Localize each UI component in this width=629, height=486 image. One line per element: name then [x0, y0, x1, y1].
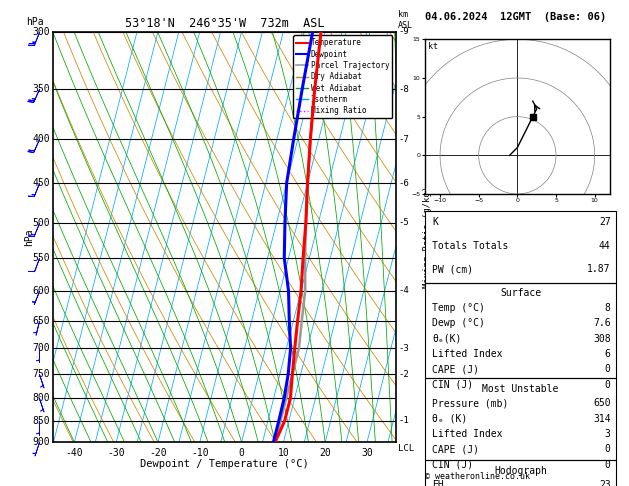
Text: -5: -5	[398, 218, 409, 227]
Text: 0: 0	[605, 364, 611, 374]
Text: 600: 600	[33, 286, 50, 295]
Text: 800: 800	[33, 393, 50, 403]
Text: CAPE (J): CAPE (J)	[432, 364, 479, 374]
Text: Lifted Index: Lifted Index	[432, 429, 503, 439]
Text: 400: 400	[33, 134, 50, 144]
Text: 27: 27	[599, 217, 611, 226]
Text: 500: 500	[33, 218, 50, 227]
Text: 3: 3	[605, 429, 611, 439]
Text: Lifted Index: Lifted Index	[432, 349, 503, 359]
Text: 10: 10	[277, 449, 289, 458]
Text: 700: 700	[33, 343, 50, 353]
Text: 650: 650	[33, 315, 50, 326]
Text: km
ASL: km ASL	[398, 10, 413, 30]
Text: 850: 850	[33, 416, 50, 426]
Text: 20: 20	[320, 449, 331, 458]
Text: -2: -2	[398, 370, 409, 379]
Text: 0: 0	[605, 460, 611, 469]
Text: 44: 44	[599, 241, 611, 251]
Text: -6: -6	[398, 179, 409, 188]
Text: 0: 0	[605, 444, 611, 454]
Text: CAPE (J): CAPE (J)	[432, 444, 479, 454]
Text: -1: -1	[398, 417, 409, 425]
Text: -10: -10	[191, 449, 209, 458]
Text: θₑ (K): θₑ (K)	[432, 414, 467, 423]
Text: 23: 23	[599, 480, 611, 486]
Text: CIN (J): CIN (J)	[432, 460, 474, 469]
Text: CIN (J): CIN (J)	[432, 380, 474, 390]
Text: 350: 350	[33, 84, 50, 94]
Text: Most Unstable: Most Unstable	[482, 383, 559, 394]
Text: -40: -40	[65, 449, 83, 458]
Text: 314: 314	[593, 414, 611, 423]
Text: 04.06.2024  12GMT  (Base: 06): 04.06.2024 12GMT (Base: 06)	[425, 12, 606, 22]
Text: 550: 550	[33, 253, 50, 263]
Text: kt: kt	[428, 42, 438, 52]
X-axis label: Dewpoint / Temperature (°C): Dewpoint / Temperature (°C)	[140, 459, 309, 469]
Text: -4: -4	[398, 286, 409, 295]
Bar	[425, 211, 616, 283]
Text: -9: -9	[398, 27, 409, 36]
Text: Hodograph: Hodograph	[494, 466, 547, 476]
Text: Dewp (°C): Dewp (°C)	[432, 318, 485, 328]
Text: 308: 308	[593, 333, 611, 344]
Text: EH: EH	[432, 480, 444, 486]
Text: Temp (°C): Temp (°C)	[432, 303, 485, 313]
Text: 650: 650	[593, 398, 611, 408]
Text: -8: -8	[398, 85, 409, 94]
Text: PW (cm): PW (cm)	[432, 264, 474, 275]
Title: 53°18'N  246°35'W  732m  ASL: 53°18'N 246°35'W 732m ASL	[125, 17, 325, 31]
Text: Totals Totals: Totals Totals	[432, 241, 509, 251]
Bar	[425, 378, 616, 460]
Text: K: K	[432, 217, 438, 226]
Text: 7.6: 7.6	[593, 318, 611, 328]
Text: 450: 450	[33, 178, 50, 188]
Text: 6: 6	[605, 349, 611, 359]
Text: -20: -20	[149, 449, 167, 458]
Text: 750: 750	[33, 369, 50, 379]
Text: 300: 300	[33, 27, 50, 36]
Text: Pressure (mb): Pressure (mb)	[432, 398, 509, 408]
Text: -30: -30	[108, 449, 125, 458]
Text: θₑ(K): θₑ(K)	[432, 333, 462, 344]
Text: 900: 900	[33, 437, 50, 447]
Text: 30: 30	[361, 449, 373, 458]
Text: © weatheronline.co.uk: © weatheronline.co.uk	[425, 472, 530, 481]
Text: 8: 8	[605, 303, 611, 313]
Text: -3: -3	[398, 344, 409, 353]
Bar	[425, 460, 616, 486]
Text: Surface: Surface	[500, 288, 541, 298]
Bar	[425, 283, 616, 378]
Text: -7: -7	[398, 135, 409, 144]
Text: 1.87: 1.87	[587, 264, 611, 275]
Legend: Temperature, Dewpoint, Parcel Trajectory, Dry Adiabat, Wet Adiabat, Isotherm, Mi: Temperature, Dewpoint, Parcel Trajectory…	[293, 35, 392, 118]
Text: Mixing Ratio (g/kg): Mixing Ratio (g/kg)	[423, 186, 431, 288]
Text: 0: 0	[605, 380, 611, 390]
Text: hPa: hPa	[25, 228, 35, 246]
Text: 0: 0	[238, 449, 245, 458]
Text: hPa: hPa	[26, 17, 43, 28]
Text: LCL: LCL	[398, 444, 414, 453]
